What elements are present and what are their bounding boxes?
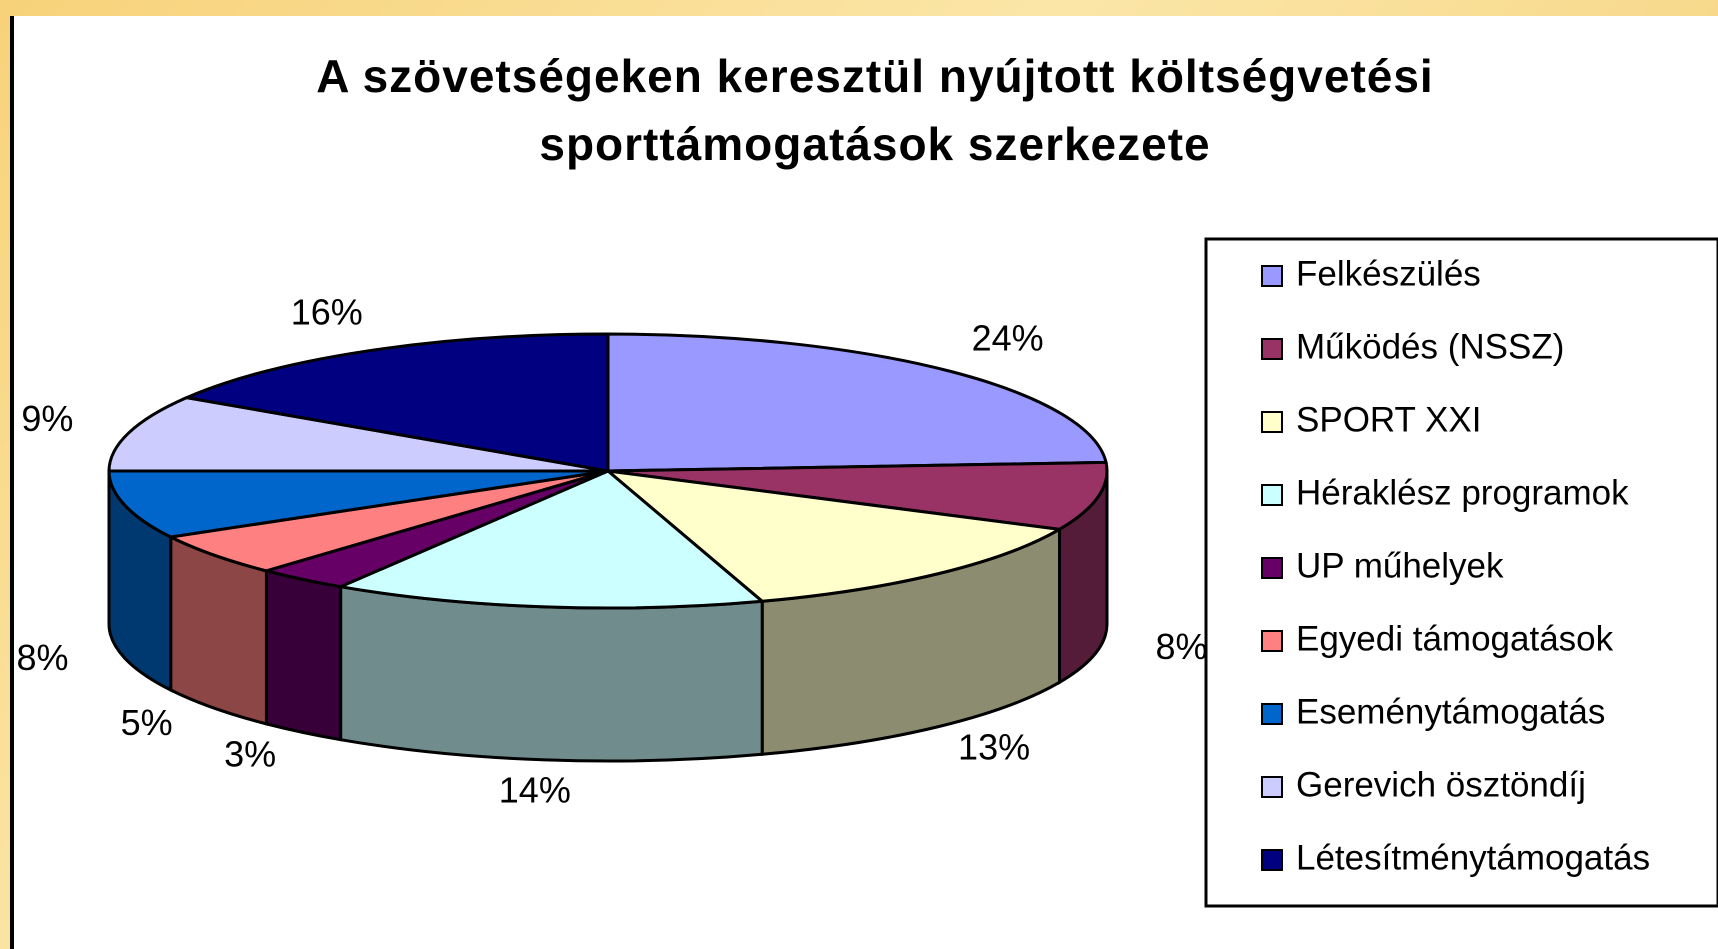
pie-slice bbox=[606, 332, 1108, 473]
pie-slice bbox=[603, 468, 1065, 603]
legend-label: Héraklész programok bbox=[1296, 473, 1629, 512]
legend-label: Eseménytámogatás bbox=[1296, 692, 1605, 731]
legend-label: Létesítménytámogatás bbox=[1296, 838, 1650, 877]
legend-box bbox=[1204, 237, 1718, 908]
pie-slice bbox=[107, 396, 609, 473]
legend-label: Egyedi támogatások bbox=[1296, 619, 1614, 658]
legend-swatch bbox=[1261, 849, 1283, 871]
data-label: 24% bbox=[972, 318, 1044, 359]
pie-slice bbox=[335, 469, 766, 610]
legend-swatch bbox=[1261, 484, 1283, 506]
legend-swatch bbox=[1261, 265, 1283, 287]
data-label: 13% bbox=[958, 726, 1030, 767]
legend-swatch bbox=[1261, 776, 1283, 798]
pie-side bbox=[264, 568, 343, 742]
chart-title: A szövetségeken keresztül nyújtott költs… bbox=[316, 50, 1433, 102]
data-label: 8% bbox=[16, 637, 68, 678]
legend-label: UP műhelyek bbox=[1296, 546, 1504, 585]
legend-swatch bbox=[1261, 703, 1283, 725]
legend-swatch bbox=[1261, 557, 1283, 579]
legend-swatch bbox=[1261, 338, 1283, 360]
legend-swatch bbox=[1261, 411, 1283, 433]
legend-label: Felkészülés bbox=[1296, 254, 1481, 293]
legend-label: Működés (NSSZ) bbox=[1296, 327, 1564, 366]
data-label: 9% bbox=[21, 398, 73, 439]
data-label: 8% bbox=[1155, 626, 1207, 667]
data-label: 16% bbox=[291, 291, 363, 332]
pie-side bbox=[339, 584, 764, 763]
pie-slice bbox=[107, 469, 609, 539]
legend-label: Gerevich ösztöndíj bbox=[1296, 765, 1586, 804]
chart-title: sporttámogatások szerkezete bbox=[539, 118, 1210, 170]
data-label: 3% bbox=[224, 734, 276, 775]
pie-slice bbox=[607, 460, 1109, 531]
data-label: 5% bbox=[121, 702, 173, 743]
legend-swatch bbox=[1261, 630, 1283, 652]
data-label: 14% bbox=[499, 770, 571, 811]
pie-slice bbox=[181, 332, 610, 473]
legend-label: SPORT XXI bbox=[1296, 400, 1481, 439]
